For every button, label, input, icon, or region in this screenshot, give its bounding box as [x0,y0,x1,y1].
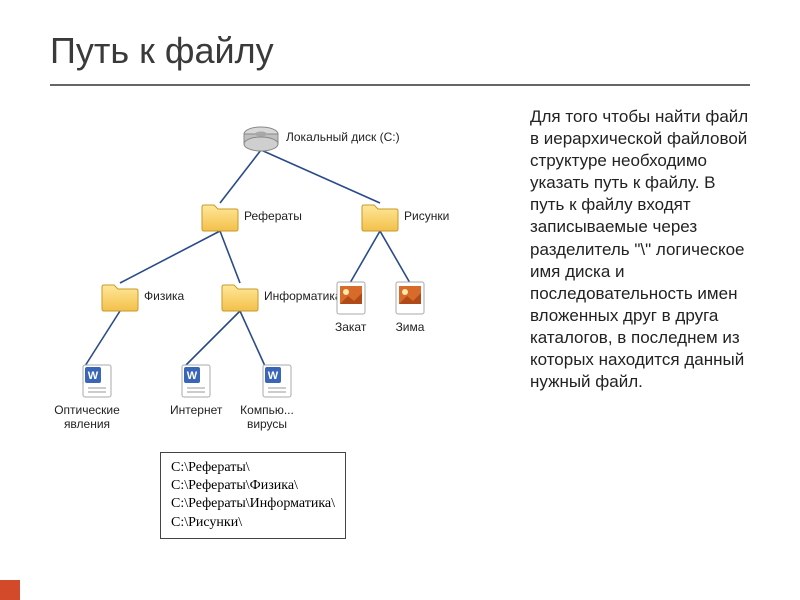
word-icon: W [82,364,112,401]
paths-box: С:\Рефераты\С:\Рефераты\Физика\С:\Рефера… [160,452,346,539]
drive-icon [240,124,282,155]
node-label: Физика [144,289,184,303]
tree-node-ref: Рефераты [200,201,240,236]
node-label: Рисунки [404,209,449,223]
slide-title: Путь к файлу [50,30,750,86]
accent-square [0,580,20,600]
path-line: С:\Рисунки\ [171,514,335,532]
image-icon [336,281,366,318]
tree-node-vir: W Компью... вирусы [250,364,304,431]
tree-node-fiz: Физика [100,281,140,316]
node-label: Локальный диск (C:) [286,130,400,144]
node-label: Зима [395,320,425,334]
svg-text:W: W [268,370,279,382]
node-label: Интернет [170,403,222,417]
path-line: С:\Рефераты\Физика\ [171,477,335,495]
tree-node-root: Локальный диск (C:) [240,124,282,155]
path-line: С:\Рефераты\Информатика\ [171,495,335,513]
folder-icon [360,201,400,236]
word-icon: W [262,364,292,401]
node-label: Закат [335,320,366,334]
folder-icon [220,281,260,316]
tree-node-zak: Закат [335,281,366,334]
svg-text:W: W [187,370,198,382]
node-label: Рефераты [244,209,302,223]
svg-text:W: W [88,370,99,382]
path-line: С:\Рефераты\ [171,459,335,477]
node-label: Оптические явления [50,403,124,431]
image-icon [395,281,425,318]
word-icon: W [181,364,211,401]
folder-icon [200,201,240,236]
tree-node-inf: Информатика [220,281,260,316]
tree-node-int: W Интернет [170,364,222,417]
tree-node-ris: Рисунки [360,201,400,236]
folder-icon [100,281,140,316]
body-text: Для того чтобы найти файл в иерархическо… [500,106,750,526]
node-label: Компью... вирусы [230,403,304,431]
node-label: Информатика [264,289,342,303]
tree-node-opt: W Оптические явления [70,364,124,431]
tree-node-zim: Зима [395,281,425,334]
